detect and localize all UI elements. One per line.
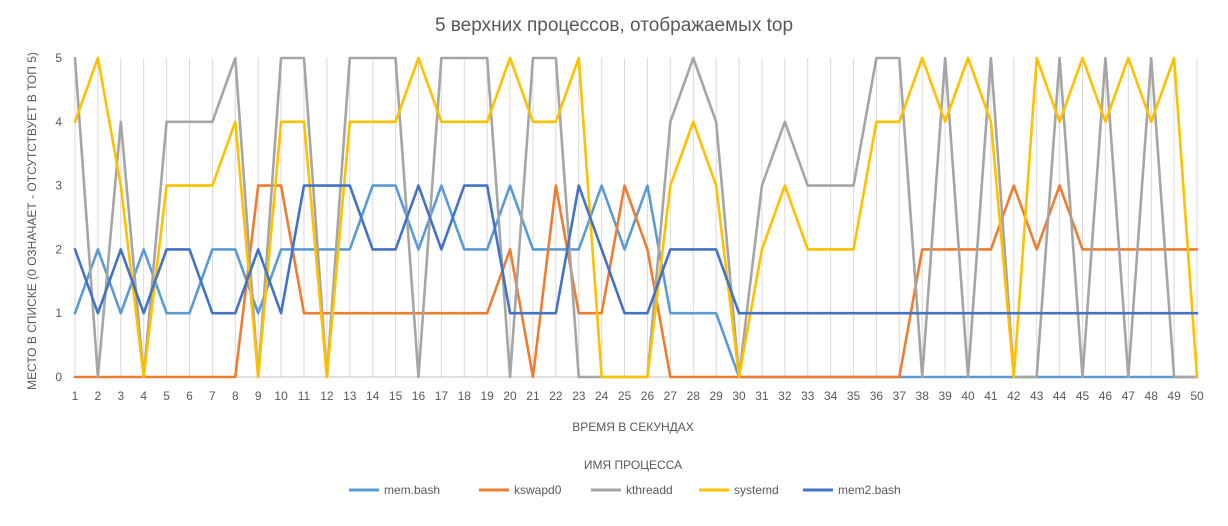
x-tick-label: 49 (1167, 389, 1181, 403)
legend-label-mem-bash: mem.bash (384, 483, 440, 497)
x-tick-label: 2 (95, 389, 102, 403)
x-tick-label: 29 (709, 389, 723, 403)
x-tick-label: 3 (117, 389, 124, 403)
x-tick-label: 13 (343, 389, 357, 403)
y-axis-ticks: 0 1 2 3 4 5 (55, 51, 62, 384)
x-tick-label: 32 (778, 389, 792, 403)
x-axis-ticks: 1 2 3 4 5 6 7 8 9 10 11 12 13 14 15 16 17 18 19 20 21 22 23 24 2… (72, 389, 1204, 403)
x-tick-label: 28 (687, 389, 701, 403)
x-tick-label: 18 (458, 389, 472, 403)
x-tick-label: 46 (1099, 389, 1113, 403)
x-tick-label: 35 (847, 389, 861, 403)
x-axis-label: ВРЕМЯ В СЕКУНДАХ (572, 420, 694, 434)
x-tick-label: 30 (732, 389, 746, 403)
x-tick-label: 48 (1145, 389, 1159, 403)
y-tick-label: 0 (55, 370, 62, 384)
x-tick-label: 37 (893, 389, 907, 403)
series-line-kswapd0 (73, 184, 1199, 379)
x-tick-label: 34 (824, 389, 838, 403)
x-tick-label: 7 (209, 389, 216, 403)
x-tick-label: 5 (163, 389, 170, 403)
x-tick-label: 16 (412, 389, 426, 403)
x-tick-label: 47 (1122, 389, 1136, 403)
x-tick-label: 45 (1076, 389, 1090, 403)
x-tick-label: 9 (255, 389, 262, 403)
x-tick-label: 12 (320, 389, 334, 403)
y-axis-label: МЕСТО В СПИСКЕ (0 ОЗНАЧАЕТ - ОТСУТСТВУЕТ… (25, 52, 39, 390)
x-tick-label: 36 (870, 389, 884, 403)
x-tick-label: 20 (503, 389, 517, 403)
x-tick-label: 31 (755, 389, 769, 403)
x-tick-label: 24 (595, 389, 609, 403)
x-tick-label: 25 (618, 389, 632, 403)
x-tick-label: 33 (801, 389, 815, 403)
y-tick-label: 1 (55, 306, 62, 320)
x-tick-label: 19 (480, 389, 494, 403)
x-tick-label: 44 (1053, 389, 1067, 403)
x-tick-label: 10 (274, 389, 288, 403)
x-tick-label: 22 (549, 389, 563, 403)
legend-label-mem2-bash: mem2.bash (838, 483, 901, 497)
x-tick-label: 39 (938, 389, 952, 403)
x-tick-label: 1 (72, 389, 79, 403)
x-tick-label: 23 (572, 389, 586, 403)
x-tick-label: 11 (298, 389, 311, 403)
legend-label-kswapd0: kswapd0 (514, 483, 562, 497)
x-tick-label: 6 (186, 389, 193, 403)
y-tick-label: 5 (55, 51, 62, 65)
legend-title: ИМЯ ПРОЦЕССА (584, 458, 682, 472)
x-tick-label: 26 (641, 389, 655, 403)
y-tick-label: 2 (55, 242, 62, 256)
legend-label-kthreadd: kthreadd (626, 483, 673, 497)
legend: mem.bash kswapd0 kthreadd systemd mem2.bash (349, 483, 901, 497)
y-tick-label: 3 (55, 179, 62, 193)
chart-title: 5 верхних процессов, отображаемых top (435, 15, 793, 36)
series-line-mem2-bash (73, 184, 1199, 315)
y-tick-label: 4 (55, 115, 62, 129)
legend-label-systemd: systemd (734, 483, 779, 497)
x-tick-label: 43 (1030, 389, 1044, 403)
x-tick-label: 4 (140, 389, 147, 403)
x-tick-label: 41 (984, 389, 998, 403)
x-tick-label: 15 (389, 389, 403, 403)
x-tick-label: 14 (366, 389, 380, 403)
series-line-systemd (73, 56, 1199, 379)
x-tick-label: 27 (664, 389, 678, 403)
x-tick-label: 17 (435, 389, 449, 403)
x-tick-label: 42 (1007, 389, 1021, 403)
x-tick-label: 38 (916, 389, 930, 403)
x-tick-label: 40 (961, 389, 975, 403)
x-tick-label: 21 (526, 389, 540, 403)
x-tick-label: 8 (232, 389, 239, 403)
x-tick-label: 50 (1190, 389, 1204, 403)
series-lines (73, 56, 1199, 379)
